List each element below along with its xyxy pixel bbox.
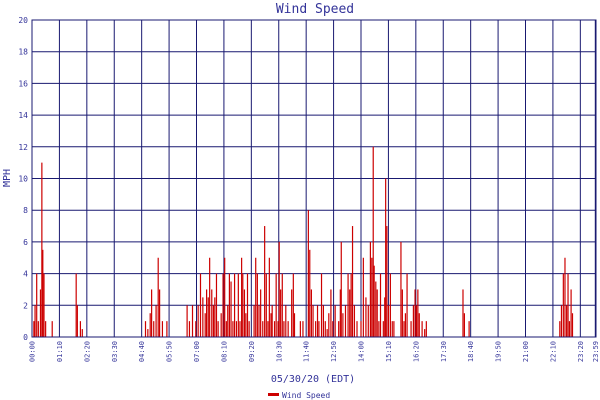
y-tick-label-1: 2 [23, 301, 28, 310]
x-tick-label-6: 07:00 [193, 341, 201, 362]
legend-swatch [268, 393, 279, 396]
legend-label: Wind Speed [282, 391, 330, 400]
y-tick-label-8: 16 [18, 79, 28, 88]
legend: Wind Speed [268, 391, 330, 400]
y-tick-label-4: 8 [23, 206, 28, 215]
x-tick-label-21: 23:59 [592, 341, 600, 362]
y-tick-label-7: 14 [18, 111, 28, 120]
x-tick-label-13: 15:10 [385, 341, 393, 362]
x-tick-label-2: 02:20 [83, 341, 91, 362]
x-tick-label-17: 19:50 [495, 341, 503, 362]
y-tick-label-6: 12 [18, 143, 28, 152]
x-tick-label-8: 09:20 [248, 341, 256, 362]
y-axis-ticks: 0 2 4 6 8 10 12 14 16 18 20 [18, 16, 28, 342]
x-tick-label-10: 11:40 [303, 341, 311, 362]
x-tick-label-16: 18:40 [467, 341, 475, 362]
x-tick-label-5: 05:50 [166, 341, 174, 362]
x-tick-label-0: 00:00 [29, 341, 37, 362]
x-axis-ticks: 00:00 01:10 02:20 03:30 04:40 05:50 07:00 08:10… [29, 341, 600, 362]
y-tick-label-0: 0 [23, 333, 28, 342]
x-tick-label-11: 12:50 [330, 341, 338, 362]
x-tick-label-4: 04:40 [138, 341, 146, 362]
x-tick-label-12: 14:00 [358, 341, 366, 362]
x-tick-label-20: 23:20 [577, 341, 585, 362]
x-tick-label-7: 08:10 [220, 341, 228, 362]
series-bars [33, 146, 574, 337]
chart-title: Wind Speed [276, 2, 354, 17]
y-tick-label-10: 20 [18, 16, 28, 25]
plot-border [31, 19, 597, 338]
x-tick-label-9: 10:30 [275, 341, 283, 362]
x-axis-label: 05/30/20 (EDT) [271, 374, 355, 385]
y-tick-label-5: 10 [18, 175, 28, 184]
x-tick-label-14: 16:20 [412, 341, 420, 362]
x-tick-label-1: 01:10 [56, 341, 64, 362]
y-axis-label: MPH [2, 169, 13, 187]
y-tick-label-3: 6 [23, 238, 28, 247]
x-tick-label-19: 22:10 [549, 341, 557, 362]
y-tick-label-9: 18 [18, 48, 28, 57]
x-tick-label-15: 17:30 [440, 341, 448, 362]
y-tick-label-2: 4 [23, 270, 28, 279]
x-tick-label-3: 03:30 [111, 341, 119, 362]
x-tick-label-18: 21:00 [522, 341, 530, 362]
